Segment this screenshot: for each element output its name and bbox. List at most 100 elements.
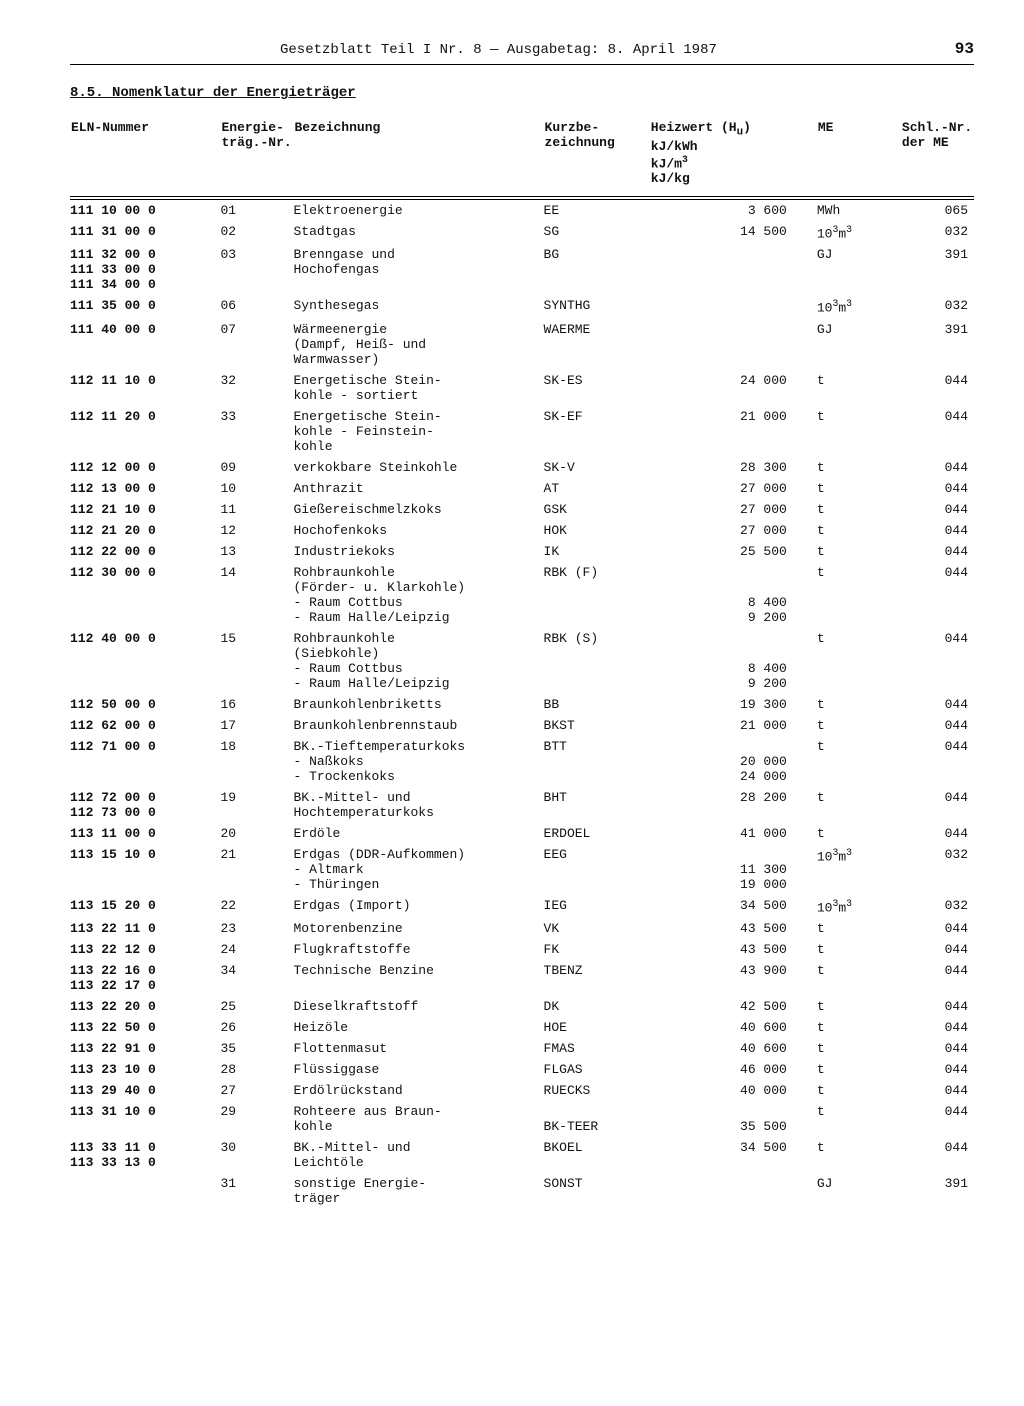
cell-schl: 391 xyxy=(901,319,974,370)
cell-me: t xyxy=(817,499,901,520)
cell-heiz: 21 000 xyxy=(650,406,817,457)
section-heading: Nomenklatur der Energieträger xyxy=(112,85,356,101)
cell-schl: 044 xyxy=(901,628,974,694)
cell-eln: 112 50 00 0 xyxy=(70,694,220,715)
cell-heiz xyxy=(650,295,817,318)
cell-heiz: 25 500 xyxy=(650,541,817,562)
cell-kurz: RBK (F) xyxy=(544,562,650,628)
table-row: 111 35 00 006SynthesegasSYNTHG103m3032 xyxy=(70,295,974,318)
cell-eln: 113 31 10 0 xyxy=(70,1101,220,1137)
cell-nr: 33 xyxy=(220,406,293,457)
cell-schl: 065 xyxy=(901,199,974,221)
cell-schl: 044 xyxy=(901,1038,974,1059)
cell-me: 103m3 xyxy=(817,295,901,318)
cell-me: t xyxy=(817,939,901,960)
cell-kurz: FK xyxy=(544,939,650,960)
cell-bez: Stadtgas xyxy=(293,221,543,244)
cell-kurz: BHT xyxy=(544,787,650,823)
cell-schl: 044 xyxy=(901,694,974,715)
section-title: 8.5. Nomenklatur der Energieträger xyxy=(70,85,974,101)
table-body: 111 10 00 001ElektroenergieEE3 600MWh065… xyxy=(70,196,974,1208)
cell-bez: Technische Benzine xyxy=(293,960,543,996)
cell-bez: Flugkraftstoffe xyxy=(293,939,543,960)
cell-nr: 13 xyxy=(220,541,293,562)
cell-kurz: TBENZ xyxy=(544,960,650,996)
cell-eln: 113 22 50 0 xyxy=(70,1017,220,1038)
cell-nr: 23 xyxy=(220,918,293,939)
cell-kurz: EEG xyxy=(544,844,650,895)
cell-nr: 14 xyxy=(220,562,293,628)
cell-nr: 02 xyxy=(220,221,293,244)
cell-heiz: 41 000 xyxy=(650,823,817,844)
cell-kurz: FMAS xyxy=(544,1038,650,1059)
cell-kurz: HOK xyxy=(544,520,650,541)
cell-me: GJ xyxy=(817,244,901,295)
cell-kurz: HOE xyxy=(544,1017,650,1038)
cell-me: 103m3 xyxy=(817,895,901,918)
cell-heiz xyxy=(650,1173,817,1209)
cell-heiz: 21 000 xyxy=(650,715,817,736)
cell-eln: 113 22 16 0113 22 17 0 xyxy=(70,960,220,996)
table-row: 113 22 16 0113 22 17 034Technische Benzi… xyxy=(70,960,974,996)
cell-bez: Flottenmasut xyxy=(293,1038,543,1059)
cell-bez: Wärmeenergie(Dampf, Heiß- undWarmwasser) xyxy=(293,319,543,370)
page-header: Gesetzblatt Teil I Nr. 8 — Ausgabetag: 8… xyxy=(70,40,974,65)
table-header-row: ELN-Nummer Energie-träg.-Nr. Bezeichnung… xyxy=(70,119,974,196)
cell-me: t xyxy=(817,736,901,787)
cell-schl: 044 xyxy=(901,996,974,1017)
table-row: 112 40 00 015Rohbraunkohle(Siebkohle)- R… xyxy=(70,628,974,694)
col-eln: ELN-Nummer xyxy=(70,119,220,196)
cell-nr: 18 xyxy=(220,736,293,787)
cell-bez: Industriekoks xyxy=(293,541,543,562)
cell-bez: Rohteere aus Braun-kohle xyxy=(293,1101,543,1137)
cell-me: t xyxy=(817,478,901,499)
col-me: ME xyxy=(817,119,901,196)
cell-eln: 111 10 00 0 xyxy=(70,199,220,221)
cell-bez: Hochofenkoks xyxy=(293,520,543,541)
cell-eln: 111 31 00 0 xyxy=(70,221,220,244)
cell-heiz: 19 300 xyxy=(650,694,817,715)
cell-heiz: 28 200 xyxy=(650,787,817,823)
cell-schl: 044 xyxy=(901,406,974,457)
cell-eln: 113 23 10 0 xyxy=(70,1059,220,1080)
table-row: 112 71 00 018BK.-Tieftemperaturkoks- Naß… xyxy=(70,736,974,787)
cell-kurz: BKOEL xyxy=(544,1137,650,1173)
cell-nr: 20 xyxy=(220,823,293,844)
cell-me: 103m3 xyxy=(817,844,901,895)
cell-nr: 31 xyxy=(220,1173,293,1209)
cell-bez: BK.-Mittel- undLeichtöle xyxy=(293,1137,543,1173)
cell-kurz: SK-V xyxy=(544,457,650,478)
col-heiz: Heizwert (Hu)kJ/kWhkJ/m3kJ/kg xyxy=(650,119,817,196)
table-row: 112 13 00 010AnthrazitAT27 000t044 xyxy=(70,478,974,499)
cell-schl: 044 xyxy=(901,562,974,628)
cell-kurz: RBK (S) xyxy=(544,628,650,694)
cell-kurz: SONST xyxy=(544,1173,650,1209)
cell-schl: 044 xyxy=(901,541,974,562)
cell-nr: 28 xyxy=(220,1059,293,1080)
table-row: 113 33 11 0113 33 13 030BK.-Mittel- undL… xyxy=(70,1137,974,1173)
cell-bez: sonstige Energie-träger xyxy=(293,1173,543,1209)
cell-heiz: 8 4009 200 xyxy=(650,562,817,628)
col-bez: Bezeichnung xyxy=(293,119,543,196)
cell-bez: Rohbraunkohle(Förder- u. Klarkohle)- Rau… xyxy=(293,562,543,628)
cell-schl: 044 xyxy=(901,736,974,787)
cell-eln: 113 29 40 0 xyxy=(70,1080,220,1101)
cell-heiz: 3 600 xyxy=(650,199,817,221)
cell-me: t xyxy=(817,370,901,406)
cell-bez: Synthesegas xyxy=(293,295,543,318)
cell-eln: 112 21 20 0 xyxy=(70,520,220,541)
table-row: 113 29 40 027ErdölrückstandRUECKS40 000t… xyxy=(70,1080,974,1101)
cell-nr: 19 xyxy=(220,787,293,823)
cell-nr: 12 xyxy=(220,520,293,541)
cell-me: t xyxy=(817,628,901,694)
cell-schl: 044 xyxy=(901,918,974,939)
cell-schl: 044 xyxy=(901,1101,974,1137)
cell-eln: 113 22 11 0 xyxy=(70,918,220,939)
cell-bez: Braunkohlenbrennstaub xyxy=(293,715,543,736)
cell-eln: 113 15 20 0 xyxy=(70,895,220,918)
cell-bez: Brenngase undHochofengas xyxy=(293,244,543,295)
cell-me: t xyxy=(817,715,901,736)
table-row: 112 22 00 013IndustriekoksIK25 500t044 xyxy=(70,541,974,562)
cell-nr: 06 xyxy=(220,295,293,318)
cell-eln: 113 22 12 0 xyxy=(70,939,220,960)
